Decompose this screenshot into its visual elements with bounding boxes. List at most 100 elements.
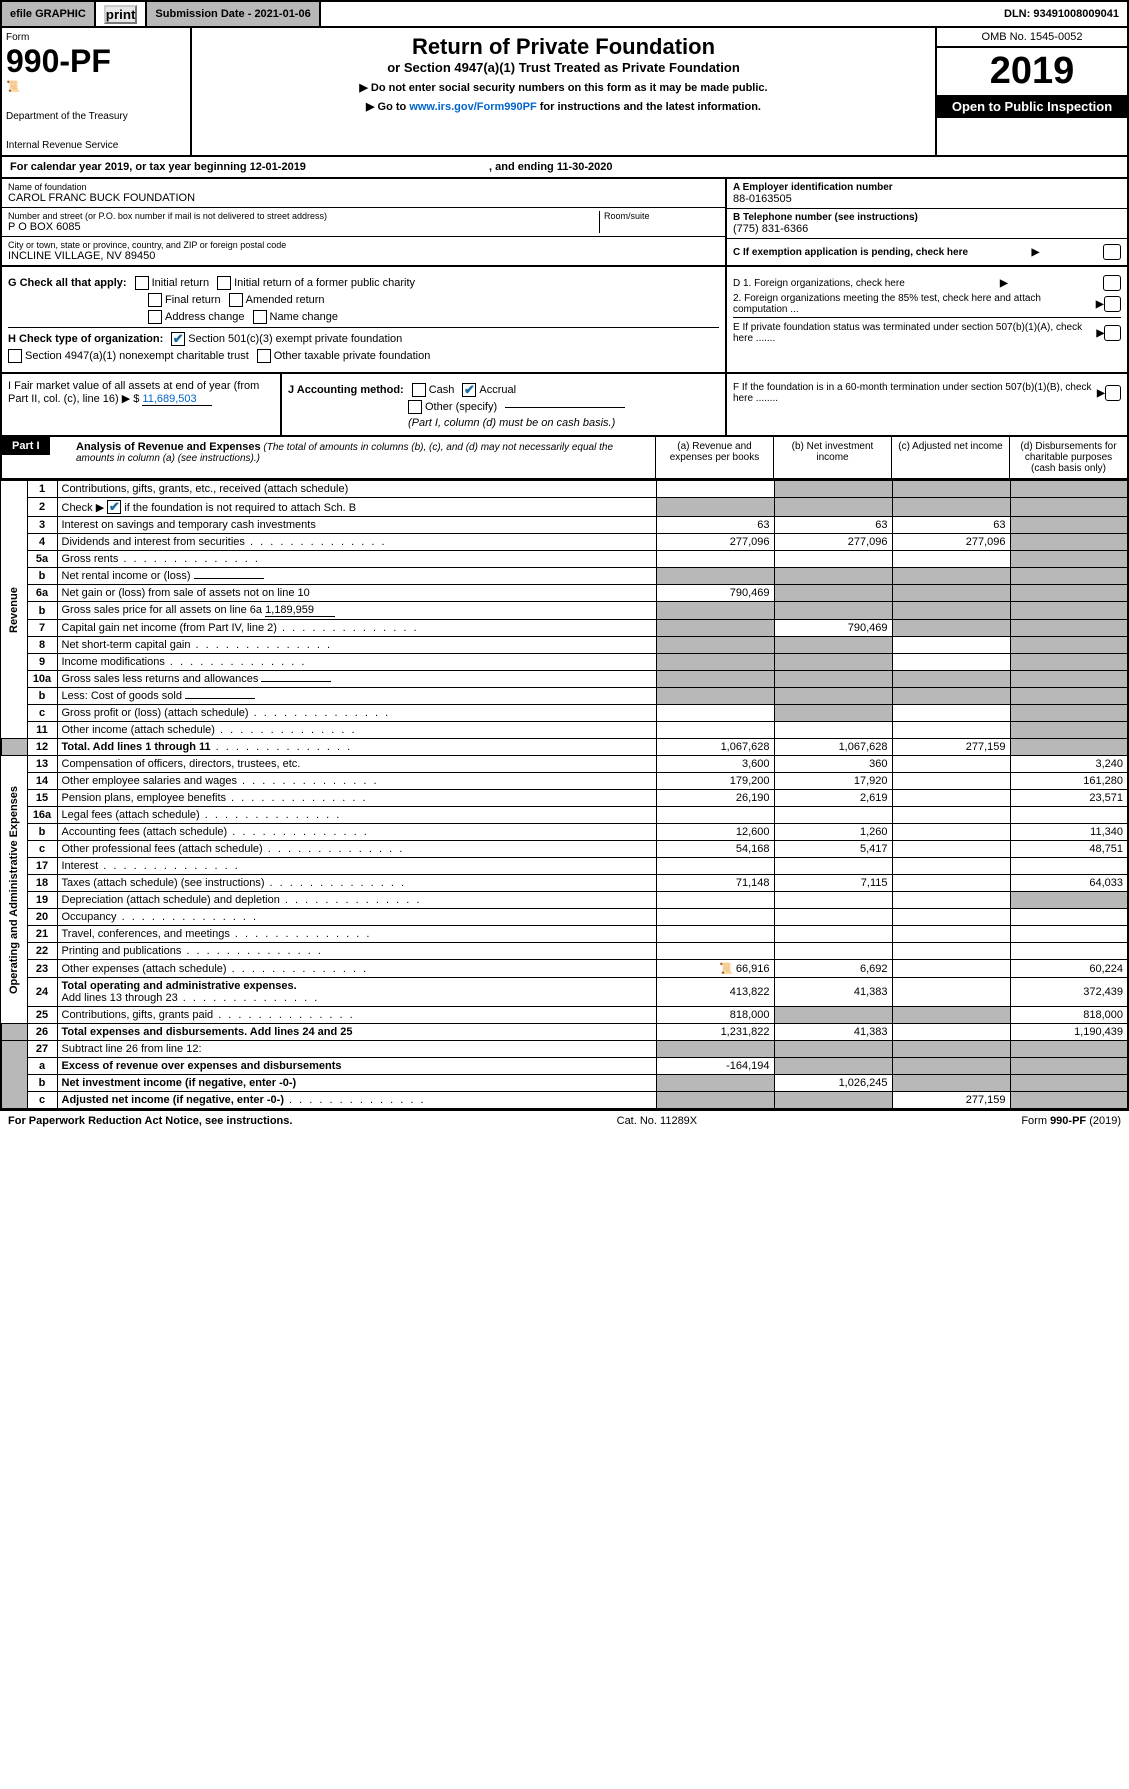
line-num: b [27,568,57,585]
scroll-icon[interactable]: 📜 [6,80,20,93]
entity-block: Name of foundation CAROL FRANC BUCK FOUN… [0,179,1129,267]
line-num: c [27,1092,57,1110]
sch-b-checkbox[interactable] [107,500,121,514]
foundation-name: CAROL FRANC BUCK FOUNDATION [8,192,719,204]
line-desc: Compensation of officers, directors, tru… [57,756,656,773]
cell-val: 161,280 [1010,773,1128,790]
cal-begin: 12-01-2019 [250,161,306,173]
other-method-label: Other (specify) [425,401,497,413]
scroll-icon[interactable]: 📜 [719,962,733,975]
cell-val: 413,822 [656,978,774,1007]
table-row: 3Interest on savings and temporary cash … [1,517,1128,534]
table-row: bNet investment income (if negative, ent… [1,1075,1128,1092]
cell-val: 11,340 [1010,824,1128,841]
footer-yr: (2019) [1089,1115,1121,1127]
cell-val: 63 [774,517,892,534]
cell-val: 41,383 [774,1024,892,1041]
phone-value: (775) 831-6366 [733,223,1121,235]
line-num: 16a [27,807,57,824]
line-desc: Net short-term capital gain [57,637,656,654]
efile-badge: efile GRAPHIC [2,2,96,26]
initial-return-label: Initial return [152,277,209,289]
table-row: 26Total expenses and disbursements. Add … [1,1024,1128,1041]
print-button[interactable]: print [104,5,138,24]
d1-checkbox[interactable] [1103,275,1121,291]
other-taxable-label: Other taxable private foundation [274,350,431,362]
cell-val: 48,751 [1010,841,1128,858]
line-desc: Accounting fees (attach schedule) [57,824,656,841]
table-row: bGross sales price for all assets on lin… [1,602,1128,620]
line-desc: Check ▶ if the foundation is not require… [57,498,656,517]
accrual-checkbox[interactable] [462,383,476,397]
line-desc: Net rental income or (loss) [57,568,656,585]
tax-year: 2019 [937,48,1127,95]
link-notice: ▶ Go to www.irs.gov/Form990PF for instru… [198,100,929,113]
line-desc: Occupancy [57,909,656,926]
line-desc: Excess of revenue over expenses and disb… [57,1058,656,1075]
r26-text: Total expenses and disbursements. Add li… [62,1026,353,1038]
initial-return-checkbox[interactable] [135,276,149,290]
cell-val: -164,194 [656,1058,774,1075]
line-desc: Capital gain net income (from Part IV, l… [57,620,656,637]
addr-change-checkbox[interactable] [148,310,162,324]
top-spacer [321,2,996,26]
top-bar: efile GRAPHIC print Submission Date - 20… [0,0,1129,28]
table-row: 24Total operating and administrative exp… [1,978,1128,1007]
501c3-checkbox[interactable] [171,332,185,346]
cell-val: 6,692 [774,960,892,978]
f-checkbox[interactable] [1105,385,1121,401]
line-desc: Total operating and administrative expen… [57,978,656,1007]
ssn-notice: ▶ Do not enter social security numbers o… [198,81,929,94]
r23a-val: 66,916 [736,963,770,975]
table-row: 25Contributions, gifts, grants paid818,0… [1,1007,1128,1024]
other-specify-line [505,407,625,408]
header-left: Form 990-PF 📜 Department of the Treasury… [2,28,192,155]
paperwork-notice: For Paperwork Reduction Act Notice, see … [8,1115,292,1127]
name-change-checkbox[interactable] [253,310,267,324]
line-num: c [27,841,57,858]
line-desc: Other professional fees (attach schedule… [57,841,656,858]
dept-treasury: Department of the Treasury [6,111,186,122]
dln: DLN: 93491008009041 [996,2,1127,26]
line-desc: Other income (attach schedule) [57,722,656,739]
notice-pre: ▶ Go to [366,101,409,113]
table-row: 15Pension plans, employee benefits26,190… [1,790,1128,807]
phone-label: B Telephone number (see instructions) [733,212,1121,223]
initial-former-checkbox[interactable] [217,276,231,290]
final-return-label: Final return [165,294,221,306]
header-right: OMB No. 1545-0052 2019 Open to Public In… [937,28,1127,155]
line-desc: Total expenses and disbursements. Add li… [57,1024,656,1041]
line-num: 11 [27,722,57,739]
table-row: 21Travel, conferences, and meetings [1,926,1128,943]
cash-checkbox[interactable] [412,383,426,397]
checks-block: G Check all that apply: Initial return I… [0,267,1129,374]
table-row: 19Depreciation (attach schedule) and dep… [1,892,1128,909]
c-checkbox[interactable] [1103,244,1121,260]
ijf-block: I Fair market value of all assets at end… [0,374,1129,437]
line-num: a [27,1058,57,1075]
col-d-header: (d) Disbursements for charitable purpose… [1009,437,1127,478]
ein-row: A Employer identification number 88-0163… [727,179,1127,209]
other-taxable-checkbox[interactable] [257,349,271,363]
line-num: 27 [27,1041,57,1058]
cell-val: 277,096 [656,534,774,551]
4947-checkbox[interactable] [8,349,22,363]
cell-val: 1,190,439 [1010,1024,1128,1041]
cal-pre: For calendar year 2019, or tax year begi… [10,161,250,173]
other-method-checkbox[interactable] [408,400,422,414]
d2-checkbox[interactable] [1104,296,1121,312]
amended-return-checkbox[interactable] [229,293,243,307]
part1-header-row: Part I Analysis of Revenue and Expenses … [0,437,1129,480]
line-num: 10a [27,671,57,688]
notice-post: for instructions and the latest informat… [540,101,761,113]
i-label: I Fair market value of all assets at end… [8,380,259,405]
e-checkbox[interactable] [1104,325,1121,341]
line-desc: Total. Add lines 1 through 11 [57,739,656,756]
omb-number: OMB No. 1545-0052 [937,28,1127,48]
irs-link[interactable]: www.irs.gov/Form990PF [409,101,536,113]
fmv-link[interactable]: 11,689,503 [142,393,212,406]
final-return-checkbox[interactable] [148,293,162,307]
cell-val: 📜 66,916 [656,960,774,978]
arrow-icon: ▶ [1032,247,1040,258]
amended-return-label: Amended return [246,294,325,306]
